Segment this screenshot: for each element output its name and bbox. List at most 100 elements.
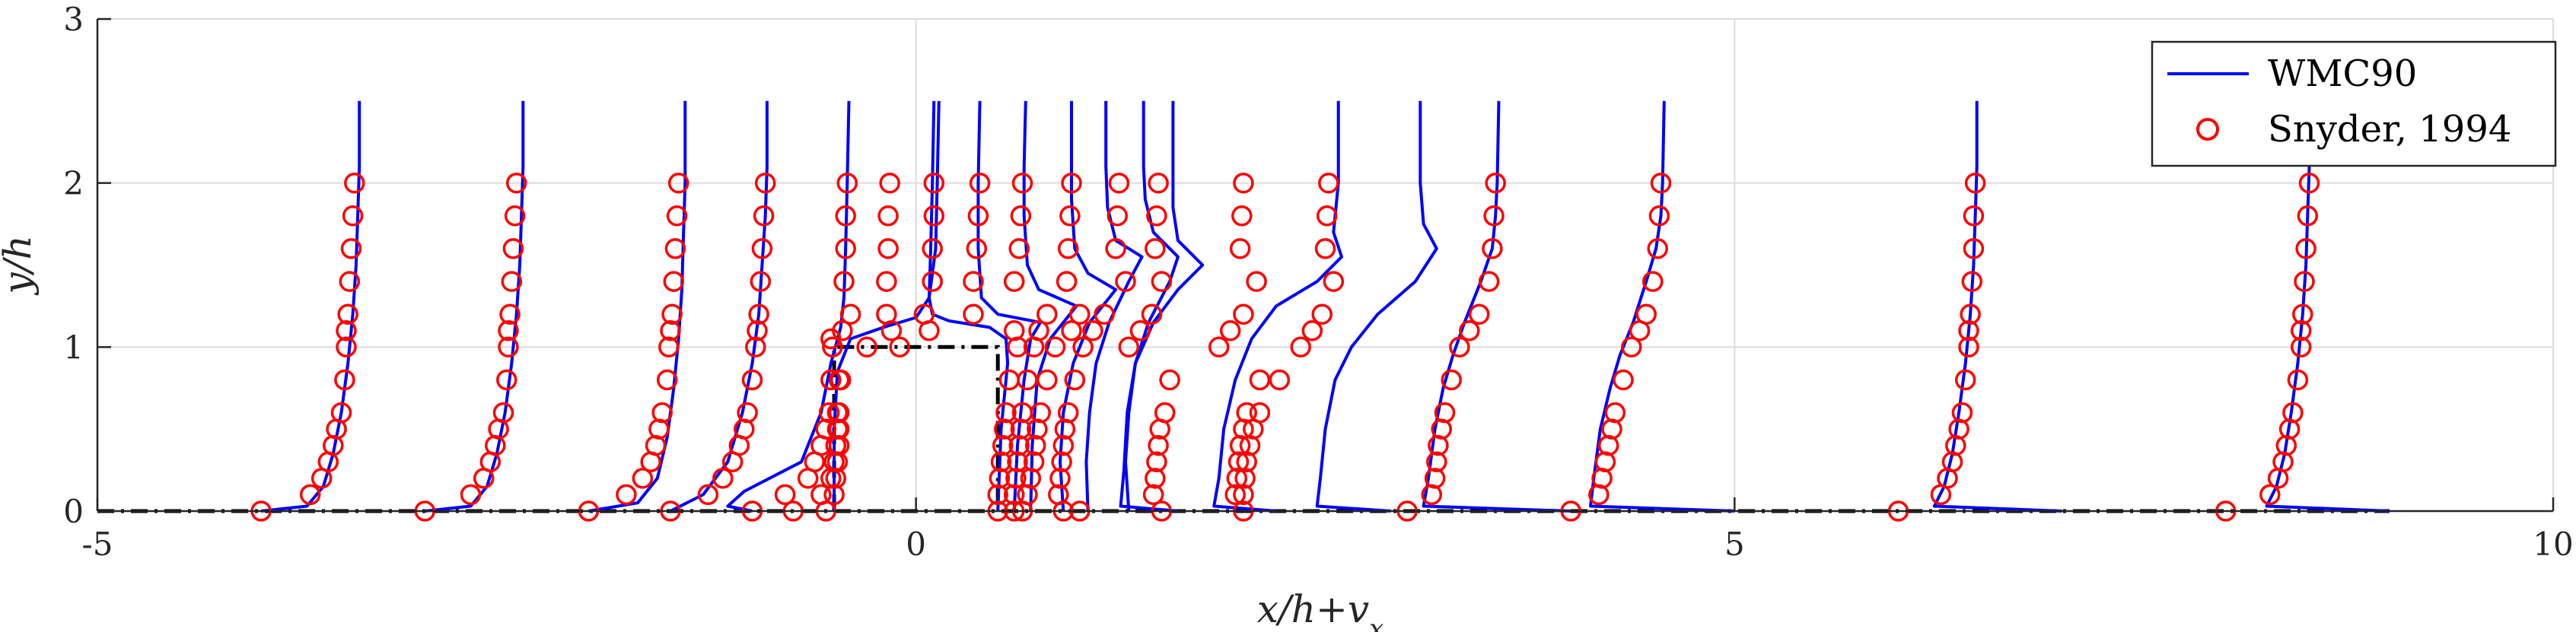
snyder-data-point	[1024, 434, 1046, 456]
snyder-data-point	[829, 369, 852, 391]
snyder-data-point	[1148, 172, 1169, 194]
snyder-data-point	[697, 484, 719, 506]
snyder-data-point	[1958, 336, 1979, 358]
snyder-data-point	[992, 434, 1014, 456]
snyder-data-point	[504, 205, 526, 227]
snyder-data-point	[648, 418, 670, 440]
snyder-data-point	[658, 336, 680, 358]
snyder-data-point	[1057, 238, 1079, 259]
snyder-data-point	[1647, 238, 1668, 259]
snyder-data-point	[818, 402, 840, 424]
snyder-data-point	[344, 172, 365, 194]
snyder-data-point	[877, 238, 899, 259]
snyder-data-point	[839, 303, 861, 325]
x-tick-label: 0	[906, 526, 926, 563]
snyder-data-point	[656, 369, 678, 391]
legend-box	[2151, 40, 2557, 167]
snyder-data-point	[969, 172, 991, 194]
snyder-data-point	[2298, 172, 2320, 194]
snyder-data-point	[1951, 402, 1973, 424]
snyder-data-point	[1478, 271, 1500, 292]
snyder-data-point	[1017, 369, 1038, 391]
snyder-data-point	[876, 303, 897, 325]
snyder-data-point	[1010, 418, 1032, 440]
snyder-data-point	[1485, 172, 1506, 194]
snyder-data-point	[828, 402, 850, 424]
snyder-data-point	[1082, 320, 1103, 341]
snyder-data-point	[1003, 484, 1025, 506]
snyder-data-point	[1963, 238, 1985, 259]
wmc90-profile-line	[1059, 100, 1118, 512]
snyder-data-point	[1482, 238, 1503, 259]
snyder-data-point	[502, 238, 524, 259]
snyder-data-point	[747, 320, 768, 341]
snyder-data-point	[750, 271, 772, 292]
snyder-data-point	[496, 369, 517, 391]
snyder-data-point	[499, 303, 521, 325]
snyder-data-point	[2295, 238, 2316, 259]
snyder-data-point	[995, 402, 1017, 424]
snyder-data-point	[966, 238, 988, 259]
snyder-data-point	[1148, 434, 1169, 456]
snyder-data-point	[823, 484, 845, 506]
snyder-data-point	[923, 205, 945, 227]
snyder-data-point	[825, 468, 847, 489]
wmc90-profile-line	[588, 100, 687, 513]
snyder-data-point	[1311, 303, 1333, 325]
snyder-data-point	[1011, 172, 1033, 194]
snyder-data-point	[826, 451, 849, 473]
snyder-data-point	[334, 369, 355, 391]
snyder-data-point	[330, 402, 352, 424]
snyder-data-point	[1249, 402, 1271, 424]
snyder-data-point	[774, 484, 796, 506]
snyder-data-point	[737, 402, 758, 424]
snyder-data-point	[1648, 205, 1670, 227]
snyder-data-point	[922, 238, 943, 259]
snyder-data-point	[1424, 468, 1446, 489]
snyder-data-point	[1141, 303, 1163, 325]
wmc90-profile-line	[1315, 100, 1438, 513]
x-tick-label: 10	[2533, 526, 2573, 563]
snyder-data-point	[1105, 238, 1126, 259]
snyder-data-point	[1005, 468, 1027, 489]
snyder-data-point	[822, 336, 843, 358]
snyder-data-point	[1964, 172, 1986, 194]
snyder-data-point	[2259, 484, 2281, 506]
snyder-data-point	[1954, 369, 1976, 391]
snyder-data-point	[1613, 369, 1634, 391]
snyder-data-point	[299, 484, 321, 506]
snyder-data-point	[748, 303, 769, 325]
x-tick-label: -5	[82, 526, 113, 563]
snyder-data-point	[1118, 336, 1140, 358]
snyder-data-point	[339, 271, 361, 292]
snyder-data-point	[1151, 271, 1173, 292]
y-axis-label: y/h	[0, 235, 40, 295]
snyder-data-point	[1003, 320, 1025, 341]
snyder-data-point	[1049, 468, 1071, 489]
snyder-data-point	[753, 205, 775, 227]
snyder-data-point	[1023, 451, 1045, 473]
snyder-data-point	[1246, 271, 1267, 292]
snyder-data-point	[745, 336, 766, 358]
snyder-data-point	[651, 402, 673, 424]
wmc90-profile-line	[927, 100, 1010, 512]
snyder-data-point	[1059, 205, 1081, 227]
snyder-data-point	[1219, 320, 1241, 341]
legend: WMC90 Snyder, 1994	[2151, 40, 2557, 167]
snyder-data-point	[1061, 172, 1082, 194]
snyder-data-point	[1145, 238, 1166, 259]
snyder-data-point	[342, 205, 364, 227]
snyder-data-point	[1142, 484, 1164, 506]
snyder-data-point	[1145, 468, 1166, 489]
snyder-data-point	[1115, 271, 1136, 292]
snyder-data-point	[616, 484, 637, 506]
snyder-data-point	[963, 271, 984, 292]
x-tick-label: 5	[1724, 526, 1745, 563]
snyder-data-point	[990, 451, 1012, 473]
wmc90-profile-line	[1212, 100, 1343, 513]
snyder-data-point	[828, 434, 850, 456]
snyder-data-point	[989, 468, 1011, 489]
snyder-data-point	[913, 303, 935, 325]
snyder-data-point	[1107, 205, 1129, 227]
snyder-data-point	[1036, 303, 1058, 325]
